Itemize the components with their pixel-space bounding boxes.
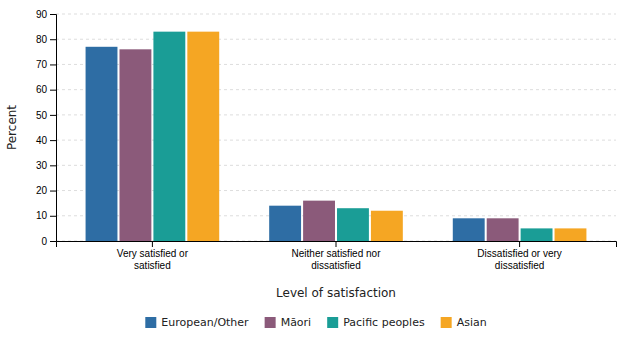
x-axis: Very satisfied orsatisfied Neither satisf… [57,241,617,271]
tick-label: 60 [36,84,48,95]
bar [371,211,403,241]
tick-mark [50,165,56,166]
grid [56,14,616,241]
bar [337,208,369,241]
tick-label: 70 [36,59,48,70]
tick: 20 [36,185,56,196]
bar [119,49,151,241]
bar [269,206,301,241]
bar [453,218,485,241]
tick-label: Very satisfied orsatisfied [117,248,189,271]
tick-label-line: dissatisfied [495,260,544,271]
series [153,32,552,241]
tick-mark [50,39,56,40]
tick-mark [152,241,153,247]
series [187,32,586,241]
tick-label: 20 [36,185,48,196]
tick-mark [50,216,56,217]
tick: 0 [41,236,56,247]
tick: Very satisfied orsatisfied [117,241,189,271]
bar [86,47,118,241]
bar [521,228,553,241]
tick: 90 [36,9,56,20]
axis-line [50,15,57,242]
grid-line [56,39,616,40]
tick-label-line: satisfied [134,260,171,271]
tick: Dissatisfied or verydissatisfied [477,241,561,271]
series [86,47,485,241]
legend-label: Asian [457,316,487,329]
tick-mark [519,241,520,247]
chart: 0 10 20 30 40 50 60 70 80 90 Very satisfied orsati… [0,0,632,337]
tick-label: 50 [36,110,48,121]
tick: 40 [36,135,56,146]
tick: 70 [36,59,56,70]
tick-label-line: Dissatisfied or very [477,248,561,259]
bar [555,228,587,241]
tick: 80 [36,34,56,45]
tick-mark [50,140,56,141]
y-axis: 0 10 20 30 40 50 60 70 80 90 [36,9,57,247]
legend-swatch [441,317,452,328]
y-axis-title: Percent [5,105,19,150]
tick-mark [50,14,56,15]
tick-label-line: Very satisfied or [117,248,189,259]
tick-label: Dissatisfied or verydissatisfied [477,248,561,271]
tick: 10 [36,210,56,221]
legend-label: European/Other [161,316,249,329]
tick-mark [50,64,56,65]
bar [487,218,519,241]
legend-item: Māori [265,316,312,329]
tick-label: 40 [36,135,48,146]
tick-label-line: dissatisfied [311,260,360,271]
tick: 50 [36,110,56,121]
tick-mark [50,191,56,192]
plot-area: 0 10 20 30 40 50 60 70 80 90 Very satisfied orsati… [36,9,617,271]
legend: European/Other Māori Pacific peoples Asian [145,316,486,329]
grid-line [56,14,616,15]
bar [187,32,219,241]
tick-mark [50,115,56,116]
tick-mark [50,241,56,242]
tick-label: Neither satisfied nordissatisfied [292,248,382,271]
bars [86,32,587,241]
axis-line [57,242,617,248]
tick-label: 10 [36,210,48,221]
tick: Neither satisfied nordissatisfied [292,241,382,271]
tick-label: 80 [36,34,48,45]
bar [153,32,185,241]
legend-swatch [265,317,276,328]
legend-item: Asian [441,316,487,329]
tick-mark [336,241,337,247]
legend-item: European/Other [145,316,249,329]
legend-label: Māori [281,316,312,329]
tick-label: 90 [36,9,48,20]
tick: 60 [36,84,56,95]
tick-label-line: Neither satisfied nor [292,248,382,259]
tick: 30 [36,160,56,171]
legend-swatch [145,317,156,328]
legend-swatch [327,317,338,328]
legend-item: Pacific peoples [327,316,425,329]
tick-mark [50,90,56,91]
x-axis-title: Level of satisfaction [276,286,396,300]
tick-label: 0 [41,236,47,247]
tick-label: 30 [36,160,48,171]
bar [303,201,335,241]
legend-label: Pacific peoples [343,316,425,329]
